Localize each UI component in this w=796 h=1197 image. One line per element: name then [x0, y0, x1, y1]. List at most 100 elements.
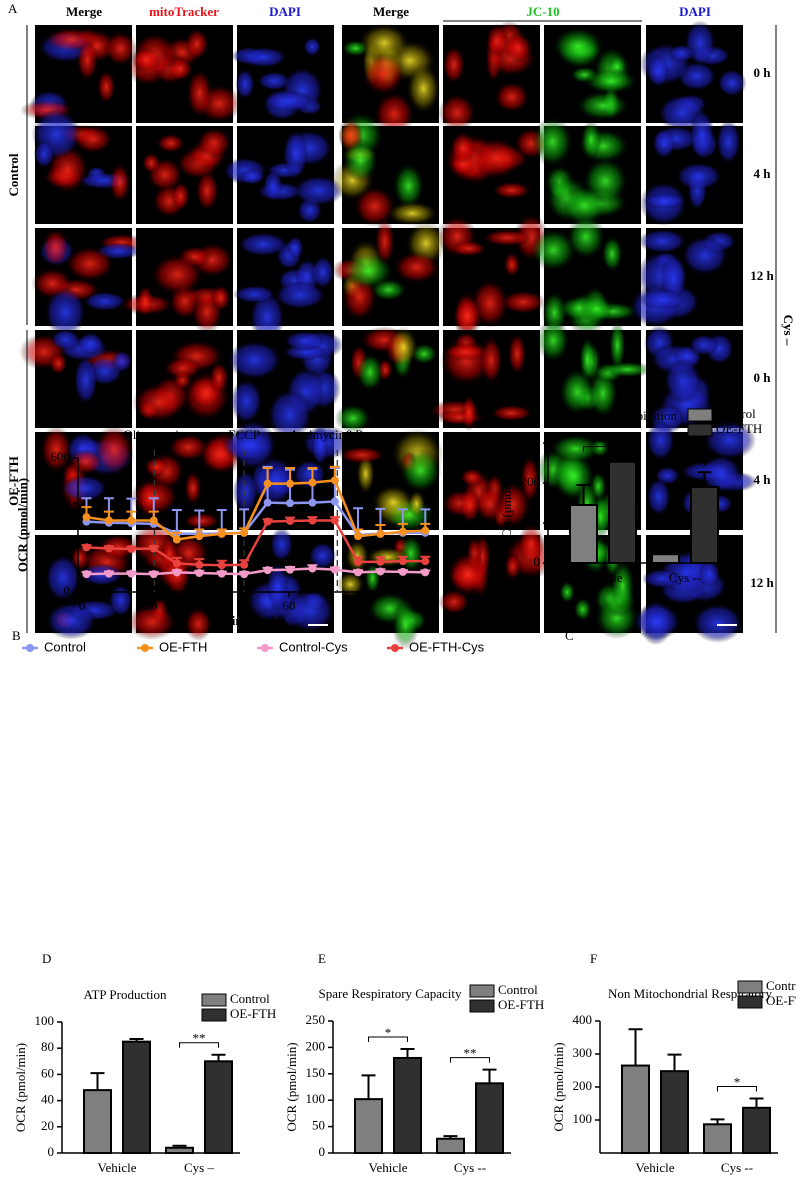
marker	[172, 568, 181, 577]
signal	[82, 291, 127, 312]
time-label: 0 h	[754, 65, 772, 80]
time-label: 0 h	[754, 370, 772, 385]
sig-bracket	[368, 1036, 408, 1042]
marker	[263, 517, 272, 526]
signal	[186, 68, 213, 119]
signal	[392, 251, 441, 284]
marker	[240, 560, 249, 569]
signal	[311, 255, 335, 289]
signal	[551, 26, 605, 66]
bar	[703, 1123, 732, 1155]
signal	[575, 90, 630, 121]
error-bar	[749, 1097, 764, 1108]
legend-swatch	[469, 984, 495, 998]
legend-marker	[26, 644, 34, 652]
marker	[82, 543, 91, 552]
signal	[68, 448, 104, 475]
sig-bracket	[665, 459, 705, 466]
signal	[675, 161, 723, 191]
signal	[449, 130, 477, 165]
marker	[104, 516, 113, 525]
marker	[217, 561, 226, 570]
signal	[531, 116, 574, 168]
time-label: 4 h	[754, 166, 772, 181]
legend-label: OE-FTH	[766, 993, 796, 1008]
marker	[398, 567, 407, 576]
signal	[573, 597, 592, 622]
signal	[358, 22, 411, 63]
signal	[39, 425, 73, 474]
signal	[249, 291, 285, 343]
signal	[717, 68, 747, 97]
signal	[499, 289, 547, 315]
signal	[580, 119, 602, 159]
y-axis-label: OCR (pmol/min)	[284, 1042, 299, 1131]
group-label: OE-FTH	[6, 456, 21, 506]
signal	[163, 356, 203, 380]
y-tick-label: 200	[573, 1078, 593, 1093]
bar	[569, 504, 598, 564]
signal	[438, 93, 477, 133]
signal	[303, 37, 322, 57]
signal	[33, 140, 55, 168]
signal	[45, 601, 98, 640]
signal	[646, 419, 675, 461]
signal	[700, 454, 743, 494]
sig-label: **	[464, 1046, 477, 1061]
y-tick-label: 200	[521, 474, 541, 489]
legend-label: OE-FTH	[716, 421, 762, 436]
signal	[632, 603, 681, 641]
bar	[608, 460, 637, 564]
y-tick-label: 0	[534, 554, 541, 569]
y-tick-label: 0	[64, 583, 71, 598]
legend-label: OE-FTH	[498, 997, 544, 1012]
signal	[652, 128, 676, 159]
marker	[195, 560, 204, 569]
signal	[481, 228, 534, 247]
signal	[461, 394, 478, 432]
x-tick-label: Vehicle	[636, 1160, 675, 1175]
signal	[233, 285, 276, 304]
marker	[149, 570, 158, 579]
column-header: DAPI	[269, 4, 301, 19]
sig-label: **	[597, 435, 610, 450]
signal	[479, 335, 503, 385]
panel-label: B	[12, 628, 21, 643]
signal	[126, 603, 178, 641]
sig-label: **	[679, 448, 692, 463]
sig-label: *	[734, 1075, 741, 1090]
sig-label: **	[193, 1031, 206, 1046]
marker	[104, 544, 113, 553]
panel-label: C	[565, 628, 574, 643]
y-tick-label: 200	[306, 1038, 326, 1053]
signal	[239, 46, 288, 68]
signal	[334, 403, 372, 434]
signal	[434, 409, 485, 426]
x-tick-label: Cys --	[669, 570, 701, 585]
legend-label: Control	[230, 991, 270, 1006]
signal	[610, 560, 635, 612]
signal	[549, 434, 602, 464]
bar	[475, 1082, 504, 1154]
signal	[237, 232, 289, 257]
marker	[195, 532, 204, 541]
signal	[108, 162, 131, 204]
chart-title: Maximal Respiration	[567, 408, 678, 423]
marker	[308, 516, 317, 525]
signal	[308, 541, 337, 570]
signal	[579, 294, 614, 324]
y-tick-label: 600	[51, 449, 71, 464]
y-tick-label: 100	[35, 1013, 55, 1028]
signal	[442, 342, 490, 362]
signal	[61, 474, 108, 502]
signal	[391, 599, 420, 650]
marker	[308, 498, 317, 507]
legend-label: Control	[498, 982, 538, 997]
error-bar	[400, 1047, 415, 1058]
signal	[44, 554, 81, 602]
sig-bracket	[179, 1042, 219, 1048]
signal	[353, 185, 396, 228]
legend-swatch	[201, 1008, 227, 1022]
signal	[94, 424, 134, 475]
